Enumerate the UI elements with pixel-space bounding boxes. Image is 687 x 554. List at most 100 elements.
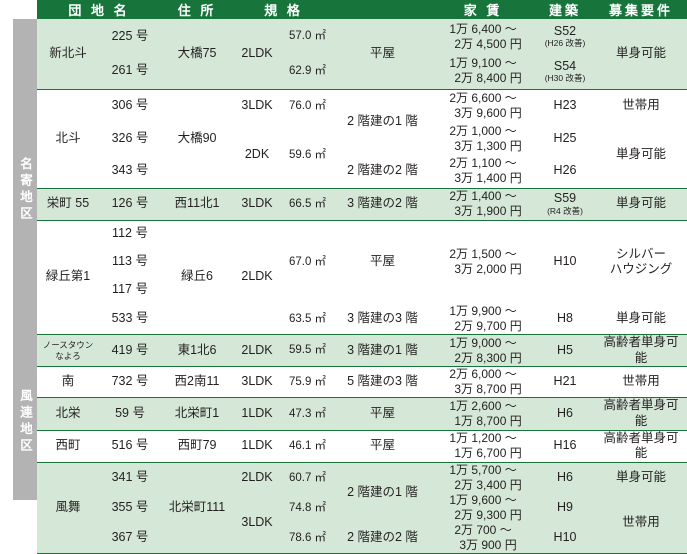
table-row: 新北斗 225 号 大橋75 2LDK 57.0 ㎡ 平屋 1万 6,400 ～… <box>37 19 687 60</box>
cell-danchi: 南 <box>61 374 75 389</box>
cell-danchi: ノースタウン なよろ <box>37 335 99 367</box>
cell-layout: 3LDK <box>241 374 273 389</box>
cell-rent: 1万 9,100 ～ 2万 8,400 円 <box>431 54 535 89</box>
cell-floor: 3 階建の2 階 <box>347 196 418 211</box>
cell-area: 74.8 ㎡ <box>288 501 327 514</box>
rent-line-1: 2万 1,000 ～ <box>449 123 517 138</box>
cell-built: H16 <box>553 438 577 453</box>
cell-built: S54 (H30 改善) <box>535 54 595 89</box>
cell-address: 緑丘6 <box>181 269 213 284</box>
rent-line-2: 3万 1,900 円 <box>454 204 522 218</box>
cell-built: H25 <box>553 130 577 145</box>
rent-line-1: 2万 1,400 ～ <box>449 189 517 203</box>
cell-built: H10 <box>553 254 577 269</box>
built-year: S52 <box>553 23 577 38</box>
rent-line-2: 3万 1,400 円 <box>454 171 522 186</box>
cell-rent: 1万 9,600 ～ 2万 9,300 円 <box>431 493 535 523</box>
rent-line-1: 1万 9,100 ～ <box>449 56 517 71</box>
cell-unit-no: 419 号 <box>111 342 149 357</box>
table-row: 北斗 306 号 大橋90 3LDK 76.0 ㎡ 2 階建の1 階 2万 6,… <box>37 89 687 145</box>
cell-rent: 2万 1,400 ～ 3万 1,900 円 <box>431 188 535 220</box>
cell-danchi: 西町 <box>55 438 81 453</box>
cell-area: 59.5 ㎡ <box>288 344 327 357</box>
rent-line-1: 2万 700 ～ <box>454 522 512 537</box>
table-row: 南 732 号 西2南11 3LDK 75.9 ㎡ 5 階建の3 階 2万 6,… <box>37 366 687 398</box>
cell-danchi: 新北斗 <box>49 45 87 60</box>
cell-address: 北栄町111 <box>168 499 226 514</box>
cell-danchi: 風舞 <box>55 499 81 514</box>
cell-built: H6 <box>557 469 573 484</box>
cell-requirement: 単身可能 <box>616 311 667 326</box>
cell-rent: 2万 6,000 ～ 3万 8,700 円 <box>431 367 535 398</box>
table-row: ノースタウン なよろ 419 号 東1北6 2LDK 59.5 ㎡ 3 階建の1… <box>37 334 687 367</box>
cell-floor: 2 階建の1 階 <box>347 484 418 499</box>
cell-requirement: 高齢者単身可能 <box>603 430 679 461</box>
cell-rent: 2万 700 ～ 3万 900 円 <box>431 523 535 554</box>
built-year: S59 <box>553 191 577 206</box>
cell-built: H26 <box>553 163 577 178</box>
cell-requirement: 高齢者単身可能 <box>603 335 679 365</box>
cell-rent: 1万 2,600 ～ 1万 8,700 円 <box>431 398 535 430</box>
rent-line-2: 3万 900 円 <box>459 537 517 552</box>
cell-area: 67.0 ㎡ <box>288 256 327 269</box>
cell-danchi: 緑丘第1 <box>45 269 91 284</box>
cell-unit-no: 367 号 <box>111 529 149 544</box>
table-row: 367 号 78.6 ㎡ 2 階建の2 階 2万 700 ～ 3万 900 円 … <box>37 522 687 554</box>
rent-line-2: 1万 8,700 円 <box>454 413 522 428</box>
table-row: 北栄 59 号 北栄町1 1LDK 47.3 ㎡ 平屋 1万 2,600 ～ 1… <box>37 397 687 430</box>
rent-line-2: 3万 9,600 円 <box>454 105 522 120</box>
cell-area: 63.5 ㎡ <box>288 312 327 325</box>
cell-requirement: 単身可能 <box>616 45 667 60</box>
cell-rent: 2万 1,100 ～ 3万 1,400 円 <box>431 155 535 188</box>
cell-requirement: 世帯用 <box>622 514 660 529</box>
requirement-line-2: ハウジング <box>609 262 673 277</box>
rent-line-1: 1万 9,000 ～ <box>449 335 517 350</box>
table-row: 533 号 63.5 ㎡ 3 階建の3 階 1万 9,900 ～ 2万 9,70… <box>37 304 687 335</box>
cell-floor: 3 階建の1 階 <box>347 342 418 357</box>
header-built: 建築 <box>535 0 596 19</box>
cell-unit-no: 343 号 <box>111 163 149 178</box>
rent-line-1: 1万 5,700 ～ <box>449 462 517 477</box>
cell-requirement: シルバー ハウジング <box>595 220 687 304</box>
cell-unit-no: 341 号 <box>111 469 149 484</box>
table-header-row: 団 地 名 住 所 規 格 家 賃 建築 募集要件 <box>37 0 687 19</box>
rent-line-2: 3万 1,300 円 <box>454 138 522 153</box>
cell-unit-no: 732 号 <box>111 374 149 389</box>
cell-address: 東1北6 <box>177 342 217 357</box>
cell-rent: 1万 9,000 ～ 2万 8,300 円 <box>431 335 535 367</box>
cell-area: 46.1 ㎡ <box>288 439 327 452</box>
housing-table-page: 名寄地区 風連地区 団 地 名 住 所 規 格 家 賃 建築 募集要件 新 <box>13 0 687 554</box>
cell-unit-no: 355 号 <box>111 499 149 514</box>
cell-floor: 2 階建の1 階 <box>347 114 418 129</box>
rent-line-2: 2万 4,500 円 <box>454 36 522 51</box>
cell-built: H10 <box>553 529 577 544</box>
cell-unit-no: 516 号 <box>111 438 149 453</box>
rent-line-2: 2万 9,700 円 <box>454 319 522 333</box>
cell-area: 59.6 ㎡ <box>288 148 327 161</box>
cell-unit-no: 59 号 <box>115 406 145 421</box>
table-row: 西町 516 号 西町79 1LDK 46.1 ㎡ 平屋 1万 1,200 ～ … <box>37 430 687 463</box>
rent-line-1: 1万 9,900 ～ <box>449 304 517 318</box>
cell-address: 大橋75 <box>177 45 217 60</box>
cell-unit-no: 225 号 <box>111 28 149 43</box>
cell-floor: 2 階建の2 階 <box>347 163 418 178</box>
district-label-furen: 風連地区 <box>18 389 32 455</box>
rent-line-2: 3万 2,000 円 <box>454 262 522 277</box>
header-danchi: 団 地 名 <box>37 0 162 19</box>
rent-line-2: 2万 3,400 円 <box>454 477 522 492</box>
danchi-line-1: ノースタウン <box>42 340 94 351</box>
rent-line-1: 1万 6,400 ～ <box>449 21 517 36</box>
table-row: 栄町 55 126 号 西11北1 3LDK 66.5 ㎡ 3 階建の2 階 2… <box>37 188 687 220</box>
cell-rent: 1万 5,700 ～ 2万 3,400 円 <box>431 462 535 493</box>
cell-rent: 1万 9,900 ～ 2万 9,700 円 <box>431 304 535 335</box>
rent-line-2: 1万 6,700 円 <box>454 446 522 461</box>
rent-line-1: 1万 1,200 ～ <box>449 431 517 446</box>
cell-rent: 1万 6,400 ～ 2万 4,500 円 <box>431 19 535 54</box>
table-row: 緑丘第1 112 号 緑丘6 2LDK 67.0 ㎡ 平屋 2万 1,500 ～… <box>37 220 687 283</box>
header-requirement: 募集要件 <box>595 0 687 19</box>
cell-requirement: 高齢者単身可能 <box>603 398 679 428</box>
cell-layout: 1LDK <box>241 406 273 421</box>
cell-area: 47.3 ㎡ <box>288 407 327 420</box>
cell-built: H23 <box>553 97 577 112</box>
built-note: (R4 改善) <box>547 205 583 216</box>
